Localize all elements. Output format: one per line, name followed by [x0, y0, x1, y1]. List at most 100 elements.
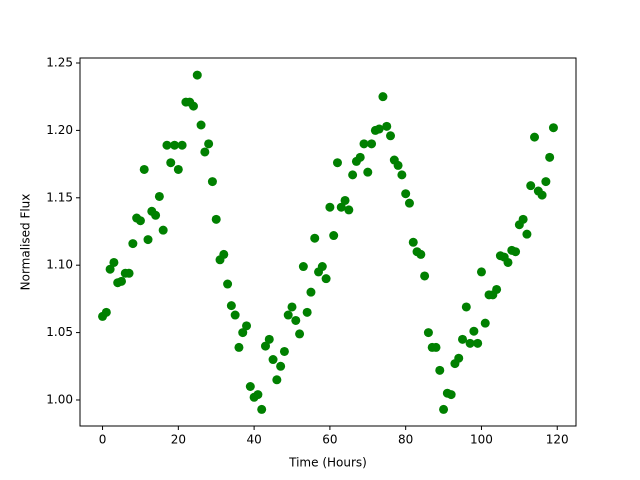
plot-frame — [79, 57, 577, 427]
point — [321, 274, 331, 284]
point — [173, 164, 183, 174]
point — [196, 120, 206, 130]
point — [200, 147, 210, 157]
point — [219, 249, 229, 259]
point — [511, 247, 521, 257]
point — [522, 229, 532, 239]
point — [170, 140, 180, 150]
point — [151, 210, 161, 220]
y-tick-label: 1.05 — [46, 325, 73, 339]
point — [268, 355, 278, 365]
point — [332, 158, 342, 168]
point — [454, 353, 464, 363]
point — [306, 287, 316, 297]
point — [223, 279, 233, 289]
point — [518, 214, 528, 224]
point — [367, 139, 377, 149]
point — [408, 237, 418, 247]
point — [230, 310, 240, 320]
point — [116, 276, 126, 286]
point — [207, 177, 217, 187]
point — [359, 139, 369, 149]
point — [458, 334, 468, 344]
point — [287, 302, 297, 312]
point — [423, 328, 433, 338]
x-tick-label: 20 — [171, 433, 186, 447]
point — [378, 92, 388, 102]
point — [162, 140, 172, 150]
x-tick-label: 100 — [470, 433, 493, 447]
point — [492, 284, 502, 294]
point — [476, 267, 486, 277]
point — [158, 225, 168, 235]
y-tick-label: 1.00 — [46, 392, 73, 406]
point — [177, 140, 187, 150]
point — [363, 167, 373, 177]
y-tick-label: 1.25 — [46, 55, 73, 69]
point — [166, 158, 176, 168]
point — [420, 271, 430, 281]
point — [473, 338, 483, 348]
point — [128, 239, 138, 249]
point — [279, 346, 289, 356]
point — [283, 310, 293, 320]
point — [530, 132, 540, 142]
point — [503, 257, 513, 267]
point — [192, 70, 202, 80]
point — [461, 302, 471, 312]
point — [295, 329, 305, 339]
x-tick-label: 0 — [99, 433, 107, 447]
point — [416, 249, 426, 259]
point — [109, 257, 119, 267]
point — [139, 164, 149, 174]
point — [393, 160, 403, 170]
y-axis-label: Normalised Flux — [19, 194, 33, 291]
point — [245, 382, 255, 392]
point — [480, 318, 490, 328]
point — [143, 235, 153, 245]
x-axis-label: Time (Hours) — [288, 456, 367, 470]
point — [260, 341, 270, 351]
point — [537, 190, 547, 200]
point — [317, 262, 327, 272]
point — [374, 124, 384, 134]
point — [435, 365, 445, 375]
point — [382, 121, 392, 131]
point — [242, 321, 252, 331]
point — [397, 170, 407, 180]
point — [325, 202, 335, 212]
point — [101, 307, 111, 317]
point — [135, 216, 145, 226]
y-tick-label: 1.15 — [46, 190, 73, 204]
point — [298, 262, 308, 272]
point — [105, 264, 115, 274]
point — [154, 191, 164, 201]
y-tick-label: 1.20 — [46, 123, 73, 137]
point — [548, 123, 558, 133]
point — [404, 198, 414, 208]
point — [526, 181, 536, 191]
point — [446, 390, 456, 400]
x-tick-label: 40 — [246, 433, 261, 447]
point — [291, 315, 301, 325]
point — [226, 301, 236, 311]
point — [264, 334, 274, 344]
point — [204, 139, 214, 149]
point — [336, 202, 346, 212]
point — [340, 195, 350, 205]
point — [188, 101, 198, 111]
point — [253, 390, 263, 400]
point — [469, 326, 479, 336]
x-tick-label: 80 — [398, 433, 413, 447]
point — [344, 205, 354, 215]
point — [211, 214, 221, 224]
x-tick-label: 60 — [322, 433, 337, 447]
y-tick-label: 1.10 — [46, 258, 73, 272]
point — [276, 361, 286, 371]
point — [238, 328, 248, 338]
point — [234, 342, 244, 352]
point — [302, 307, 312, 317]
point — [329, 231, 339, 241]
point — [439, 404, 449, 414]
